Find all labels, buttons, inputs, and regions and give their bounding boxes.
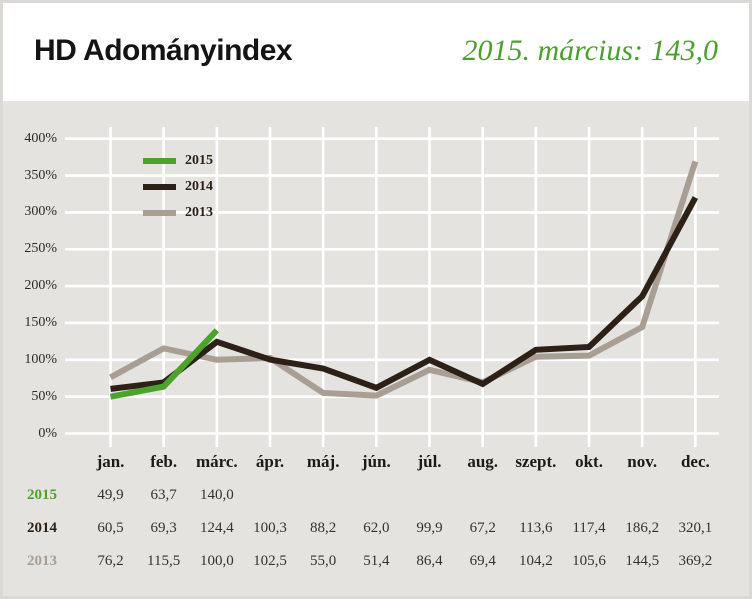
x-axis-month-label: ápr. bbox=[255, 452, 285, 471]
table-row-label-2015: 2015 bbox=[27, 487, 57, 503]
series-line-2014 bbox=[110, 196, 699, 392]
table-cell-2013-júl: 86,4 bbox=[416, 553, 443, 569]
table-cell-2013-aug: 69,4 bbox=[469, 553, 496, 569]
table-cell-2014-ápr: 100,3 bbox=[253, 520, 287, 536]
y-axis-tick-label: 300% bbox=[24, 204, 57, 220]
y-axis-tick-label: 400% bbox=[24, 130, 57, 146]
table-cell-2013-feb: 115,5 bbox=[147, 553, 181, 569]
table-cell-2013-máj: 55,0 bbox=[310, 553, 337, 569]
x-axis-month-label: jan. bbox=[96, 452, 125, 471]
table-cell-2014-nov: 186,2 bbox=[625, 520, 660, 536]
legend-item-2013: 2013 bbox=[143, 200, 213, 226]
y-axis-tick-label: 50% bbox=[31, 388, 57, 404]
table-cell-2013-márc: 100,0 bbox=[199, 553, 234, 569]
table-cell-2014-márc: 124,4 bbox=[199, 520, 234, 536]
table-cell-2014-jún: 62,0 bbox=[363, 520, 390, 536]
x-axis-month-label: márc. bbox=[195, 452, 238, 471]
table-cell-2013-ápr: 102,5 bbox=[253, 553, 287, 569]
y-axis-tick-label: 350% bbox=[24, 167, 57, 183]
legend-label-2014: 2014 bbox=[185, 179, 213, 194]
page-title: HD Adományindex bbox=[34, 33, 293, 67]
table-cell-2013-okt: 105,6 bbox=[572, 553, 606, 569]
table-cell-2013-jan: 76,2 bbox=[97, 553, 124, 569]
table-cell-2013-szept: 104,2 bbox=[518, 553, 553, 569]
x-axis-month-label: feb. bbox=[150, 452, 178, 471]
legend-swatch-2015 bbox=[143, 158, 176, 164]
table-cell-2013-dec: 369,2 bbox=[678, 553, 713, 569]
y-axis-tick-label: 250% bbox=[24, 241, 57, 257]
table-cell-2014-jan: 60,5 bbox=[97, 520, 124, 536]
legend-item-2014: 2014 bbox=[143, 174, 213, 200]
x-axis-month-label: dec. bbox=[680, 452, 710, 471]
legend-swatch-2013 bbox=[143, 210, 176, 216]
table-cell-2015-jan: 49,9 bbox=[97, 487, 124, 503]
legend-label-2015: 2015 bbox=[185, 153, 213, 168]
legend-label-2013: 2013 bbox=[185, 205, 213, 220]
table-cell-2013-nov: 144,5 bbox=[625, 553, 660, 569]
y-axis-tick-label: 150% bbox=[24, 314, 57, 330]
x-axis-month-label: máj. bbox=[306, 452, 340, 471]
series-line-2015 bbox=[109, 328, 220, 400]
x-axis-month-label: okt. bbox=[575, 452, 603, 471]
y-axis-tick-label: 0% bbox=[38, 425, 57, 441]
x-axis-month-label: júl. bbox=[417, 452, 442, 471]
header: HD Adományindex 2015. március: 143,0 bbox=[0, 0, 752, 101]
legend-swatch-2014 bbox=[143, 184, 176, 190]
table-cell-2014-feb: 69,3 bbox=[150, 520, 177, 536]
series-line-2013 bbox=[109, 160, 699, 399]
table-cell-2015-feb: 63,7 bbox=[150, 487, 177, 503]
table-cell-2014-júl: 99,9 bbox=[416, 520, 443, 536]
table-cell-2014-aug: 67,2 bbox=[469, 520, 496, 536]
current-index-value: 2015. március: 143,0 bbox=[462, 33, 718, 67]
y-axis-tick-label: 200% bbox=[24, 278, 57, 294]
y-axis-tick-label: 100% bbox=[24, 351, 57, 367]
chart-legend: 2015 2014 2013 bbox=[143, 148, 213, 226]
table-cell-2014-szept: 113,6 bbox=[519, 520, 553, 536]
table-cell-2014-máj: 88,2 bbox=[310, 520, 337, 536]
x-axis-month-label: nov. bbox=[627, 452, 658, 471]
x-axis-month-label: szept. bbox=[515, 452, 557, 471]
legend-item-2015: 2015 bbox=[143, 148, 213, 174]
table-row-label-2013: 2013 bbox=[27, 553, 57, 569]
table-row-label-2014: 2014 bbox=[27, 520, 57, 536]
table-cell-2014-okt: 117,4 bbox=[572, 520, 606, 536]
x-axis-month-label: jún. bbox=[361, 452, 391, 471]
x-axis-month-label: aug. bbox=[467, 452, 499, 471]
table-cell-2014-dec: 320,1 bbox=[678, 520, 713, 536]
table-cell-2015-márc: 140,0 bbox=[199, 487, 234, 503]
table-cell-2013-jún: 51,4 bbox=[363, 553, 390, 569]
